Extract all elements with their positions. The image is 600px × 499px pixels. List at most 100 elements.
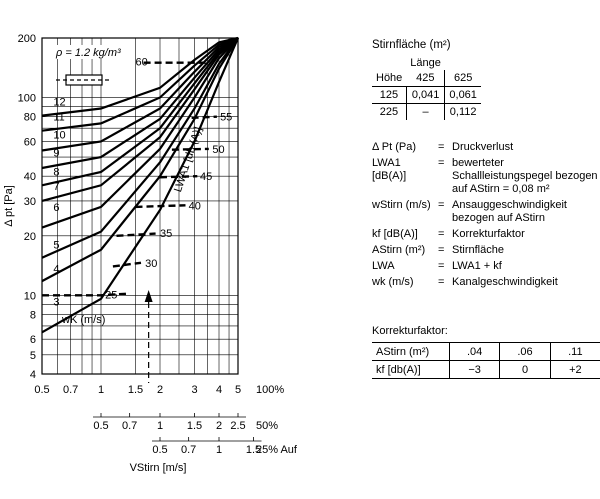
lwa-level-label: 50 <box>212 144 224 156</box>
lwa-level-line <box>171 147 209 151</box>
legend-equals: = <box>438 244 445 256</box>
x-axis-percent-label: 50% <box>256 420 278 432</box>
stirn-cell: 0,112 <box>449 106 477 118</box>
legend-row: kf [dB(A)] = Korrekturfaktor <box>372 228 600 241</box>
x-tick-label: 1.5 <box>128 384 143 396</box>
x-tick-label: 1 <box>216 444 222 456</box>
legend-equals: = <box>438 141 445 153</box>
series-label: 8 <box>53 166 59 178</box>
legend-term: AStirn (m²) <box>372 244 426 256</box>
y-tick-label: 10 <box>24 290 36 302</box>
x-tick-label: 0.5 <box>34 384 49 396</box>
lwa-level-label: 25 <box>105 289 117 301</box>
stirn-corner <box>372 56 406 70</box>
x-tick-label: 1.5 <box>246 444 261 456</box>
series-label: 11 <box>53 111 64 123</box>
x-tick-label: 2.5 <box>230 420 245 432</box>
korrekturfaktor-table: AStirn (m²) .04 .06 .11 kf [db(A)] −3 0 … <box>372 342 600 379</box>
stirn-hoehe-label: Höhe <box>376 72 403 84</box>
korr-cell: .06 <box>499 342 551 361</box>
legend-description: Stirnfläche <box>452 244 504 256</box>
stirn-row-height: 225 <box>372 103 407 120</box>
marker-arrow-icon <box>144 290 153 302</box>
legend-term: wk (m/s) <box>372 276 414 288</box>
legend-row: LWA = LWA1 + kf <box>372 260 600 273</box>
legend-equals: = <box>438 157 445 169</box>
x-tick-label: 0.7 <box>181 444 196 456</box>
legend-term: Δ Pt (Pa) <box>372 141 417 153</box>
korrekturfaktor-title: Korrekturfaktor: <box>372 325 448 337</box>
stirnflaeche-title: Stirnfläche (m²) <box>372 39 451 51</box>
lwa-level-line <box>159 175 198 179</box>
legend-description: Druckverlust <box>452 141 514 153</box>
series-label: 10 <box>53 129 65 141</box>
legend-equals: = <box>438 199 445 211</box>
lwa-level-line <box>116 232 156 237</box>
series-line <box>41 37 239 283</box>
stirn-cell: 0,041 <box>406 86 446 104</box>
series-label: 3 <box>53 296 59 308</box>
y-tick-label: 100 <box>18 93 36 105</box>
x-tick-label: 3 <box>191 384 197 396</box>
x-tick-label: 2 <box>216 420 222 432</box>
lwa-level-line <box>42 292 130 297</box>
y-axis-label: Δ pt [Pa] <box>3 185 15 227</box>
korr-cell: .11 <box>549 342 600 361</box>
x-tick-label: 5 <box>235 384 241 396</box>
legend-term: LWA1 [dB(A)] <box>372 157 407 182</box>
korr-cell: −3 <box>448 360 500 379</box>
density-box <box>50 45 134 59</box>
legend-row: LWA1 [dB(A)] = bewerteter Schallleistungsp… <box>372 157 600 196</box>
series-line <box>41 37 239 259</box>
legend-description: LWA1 + kf <box>452 260 502 272</box>
legend-row: wk (m/s) = Kanalgeschwindigkeit <box>372 276 600 289</box>
y-tick-label: 20 <box>24 231 36 243</box>
lwa-level-line <box>112 261 142 268</box>
stirn-blank <box>445 56 481 70</box>
x-tick-label: 1 <box>98 384 104 396</box>
legend-term: wStirn (m/s) <box>372 199 431 211</box>
x-tick-label: 4 <box>216 384 222 396</box>
korr-row1-label: AStirn (m²) <box>376 345 430 358</box>
x-axis-percent-label: 25% Auf <box>256 444 298 456</box>
legend-row: wStirn (m/s) = Ansauggeschwindigkeit bezog… <box>372 199 600 225</box>
series-label: 5 <box>53 239 59 251</box>
y-tick-label: 5 <box>30 350 36 362</box>
y-tick-label: 6 <box>30 334 36 346</box>
series-label: 9 <box>53 148 59 160</box>
legend-description: Korrekturfaktor <box>452 228 525 240</box>
y-tick-label: 60 <box>24 136 36 148</box>
y-tick-label: 8 <box>30 309 36 321</box>
series-line <box>41 37 239 229</box>
stirn-cell: 0,061 <box>449 89 477 101</box>
density-label: ρ = 1.2 kg/m³ <box>55 47 121 59</box>
stirn-cell: – <box>406 103 446 120</box>
series-label: 6 <box>53 202 59 214</box>
x-tick-label: 1.5 <box>187 420 202 432</box>
x-tick-label: 0.7 <box>122 420 137 432</box>
x-tick-label: 0.5 <box>93 420 108 432</box>
stirn-col-625: 625 <box>444 70 481 87</box>
stirn-row-height: 125 <box>372 86 407 104</box>
legend-row: AStirn (m²) = Stirnfläche <box>372 244 600 257</box>
legend-term: LWA <box>372 260 395 272</box>
legend-equals: = <box>438 276 445 288</box>
lwa-level-label: 35 <box>160 228 172 240</box>
series-line <box>41 37 239 202</box>
x-tick-label: 0.5 <box>152 444 167 456</box>
legend-list: Δ Pt (Pa) = Druckverlust LWA1 [dB(A)] = bewer… <box>372 141 600 292</box>
y-tick-label: 40 <box>24 171 36 183</box>
series-line <box>41 37 239 152</box>
korr-cell: .04 <box>448 342 500 361</box>
legend-equals: = <box>438 228 445 240</box>
y-tick-label: 80 <box>24 112 36 124</box>
stirn-laenge-label: Länge <box>410 57 441 69</box>
stirnflaeche-table: Länge Höhe 425 625 125 0,041 0,061 225 –… <box>372 56 481 120</box>
korr-row2-label: kf [db(A)] <box>376 363 421 376</box>
lwa-level-label: 40 <box>189 200 201 212</box>
korr-cell: 0 <box>499 360 551 379</box>
y-tick-label: 200 <box>18 33 36 45</box>
x-tick-label: 0.7 <box>63 384 78 396</box>
stirn-col-425: 425 <box>416 72 435 84</box>
